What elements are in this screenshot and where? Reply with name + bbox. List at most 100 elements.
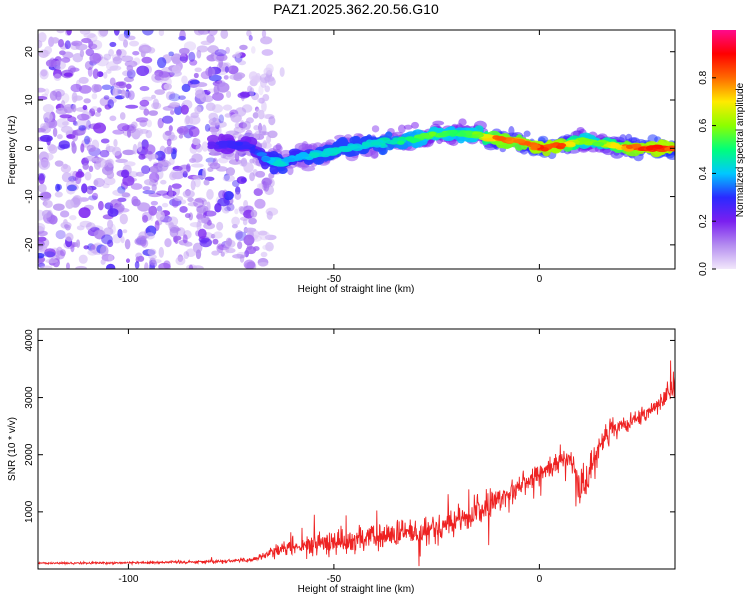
heatmap-ridge-cell [563,141,576,147]
heatmap-noise-cell [111,146,122,156]
heatmap-noise-cell [38,87,46,93]
x-tick-label: -100 [118,574,138,585]
heatmap-noise-cell [216,243,224,254]
heatmap-noise-cell [213,84,220,95]
colorbar-tick-label: 0.2 [698,214,709,228]
heatmap-noise-cell [223,244,230,254]
heatmap-noise-cell [56,246,63,256]
heatmap-noise-cell [205,157,216,163]
heatmap-noise-cell [58,39,65,48]
heatmap-noise-cell [237,92,250,99]
heatmap-noise-cell [87,249,98,256]
heatmap-ridge-cell [626,150,640,157]
heatmap-noise-cell [103,95,110,100]
heatmap-noise-cell [109,65,122,71]
heatmap-noise-cell [143,108,150,116]
heatmap-noise-cell [258,84,264,96]
heatmap-noise-cell [105,61,119,72]
heatmap-noise-cell [150,200,159,206]
heatmap-noise-cell [117,123,130,132]
heatmap-noise-cell [122,70,133,77]
heatmap-noise-cell [59,210,70,218]
heatmap-noise-cell [187,202,199,207]
heatmap-noise-cell [151,259,162,264]
heatmap-ridge-cell [610,142,620,148]
heatmap-noise-cell [141,56,153,64]
heatmap-noise-cell [231,180,240,188]
heatmap-noise-cell [258,183,264,190]
heatmap-noise-cell [154,220,160,232]
heatmap-noise-cell [107,208,119,217]
heatmap-noise-cell [103,227,114,236]
heatmap-noise-cell [209,162,221,170]
heatmap-noise-cell [38,236,47,242]
heatmap-noise-cell [58,140,70,149]
heatmap-noise-cell [73,120,78,127]
heatmap-noise-cell [262,93,270,102]
heatmap-noise-cell [137,202,151,212]
heatmap-noise-cell [123,161,136,167]
heatmap-noise-cell [93,122,107,134]
heatmap-noise-cell [65,232,74,242]
heatmap-noise-cell [63,72,73,77]
heatmap-noise-cell [81,183,88,194]
heatmap-noise-cell [234,191,242,200]
heatmap-noise-cell [43,200,53,209]
heatmap-noise-cell [136,65,150,77]
heatmap-noise-cell [92,68,99,80]
heatmap-noise-cell [64,224,71,231]
x-tick-label: -50 [327,274,342,285]
heatmap-noise-cell [194,177,201,188]
heatmap-noise-cell [171,56,182,65]
heatmap-noise-cell [60,164,72,173]
heatmap-noise-cell [87,66,93,77]
heatmap-noise-cell [242,218,248,226]
heatmap-ridge-cell [557,142,567,148]
heatmap-noise-cell [49,90,58,101]
heatmap-noise-cell [232,253,246,259]
heatmap-noise-cell [235,229,243,240]
heatmap-noise-cell [101,234,113,245]
heatmap-noise-cell [170,168,182,180]
heatmap-noise-cell [39,68,49,80]
heatmap-noise-cell [55,183,61,192]
heatmap-noise-cell [101,84,112,91]
heatmap-noise-cell [108,48,115,57]
heatmap-noise-cell [38,127,46,133]
heatmap-noise-cell [84,171,92,181]
heatmap-noise-cell [72,195,80,205]
heatmap-noise-cell [261,101,267,113]
heatmap-noise-cell [180,104,189,115]
heatmap-noise-cell [145,129,153,139]
heatmap-noise-cell [154,89,166,95]
heatmap-noise-cell [212,92,224,101]
snr-y-label: SNR (10 * v/v) [7,417,18,481]
heatmap-ridge-cell [305,155,314,161]
heatmap-noise-cell [61,121,70,126]
heatmap-noise-cell [148,193,162,198]
heatmap-noise-cell [178,134,184,139]
heatmap-noise-cell [199,237,213,248]
heatmap-ridge-cell [256,152,268,157]
heatmap-noise-cell [210,121,217,131]
heatmap-noise-cell [38,49,49,59]
heatmap-noise-cell [45,120,50,129]
heatmap-noise-cell [68,176,77,182]
heatmap-noise-cell [67,65,76,74]
heatmap-noise-cell [257,262,269,267]
heatmap-ridge-cell [292,156,303,161]
y-tick-label: 1000 [24,500,35,523]
heatmap-noise-cell [109,41,117,47]
heatmap-ridge-cell [438,132,451,137]
heatmap-noise-cell [200,40,212,46]
heatmap-noise-cell [138,154,146,160]
heatmap-noise-cell [125,83,132,90]
heatmap-noise-cell [142,214,149,223]
heatmap-noise-cell [254,130,264,138]
heatmap-noise-cell [112,189,125,196]
heatmap-noise-cell [196,45,209,53]
heatmap-ridge-cell [348,144,360,150]
heatmap-noise-cell [75,265,88,269]
heatmap-noise-cell [265,241,274,252]
